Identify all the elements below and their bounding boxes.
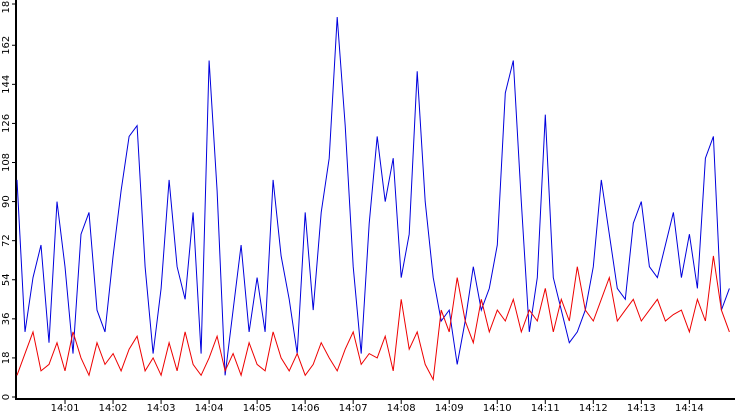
y-tick-label: 72 <box>1 234 12 247</box>
x-tick-label: 14:10 <box>483 403 512 414</box>
x-tick-label: 14:03 <box>147 403 176 414</box>
y-tick-label: 90 <box>1 195 12 208</box>
y-tick-label: 162 <box>1 36 12 55</box>
x-tick-label: 14:09 <box>435 403 464 414</box>
x-tick-label: 14:07 <box>339 403 368 414</box>
x-tick-label: 14:12 <box>579 403 608 414</box>
x-tick-label: 14:14 <box>675 403 704 414</box>
series-line <box>16 255 730 382</box>
y-tick-label: 36 <box>1 312 12 325</box>
x-tick-label: 14:13 <box>627 403 656 414</box>
x-tick-label: 14:01 <box>51 403 80 414</box>
series-line <box>16 16 730 376</box>
y-tick-label: 144 <box>1 75 12 94</box>
y-tick-label: 54 <box>1 273 12 286</box>
y-tick-label: 108 <box>1 153 12 172</box>
x-tick-label: 14:05 <box>243 403 272 414</box>
y-tick-label: 18 <box>1 352 12 365</box>
x-tick-label: 14:08 <box>387 403 416 414</box>
y-tick-label: 181 <box>1 0 12 14</box>
y-tick-label: 126 <box>1 114 12 133</box>
x-tick-label: 14:06 <box>291 403 320 414</box>
x-tick-label: 14:11 <box>531 403 560 414</box>
x-tick-label: 14:02 <box>99 403 128 414</box>
x-tick-label: 14:04 <box>195 403 224 414</box>
y-tick-label: 0 <box>1 394 12 400</box>
